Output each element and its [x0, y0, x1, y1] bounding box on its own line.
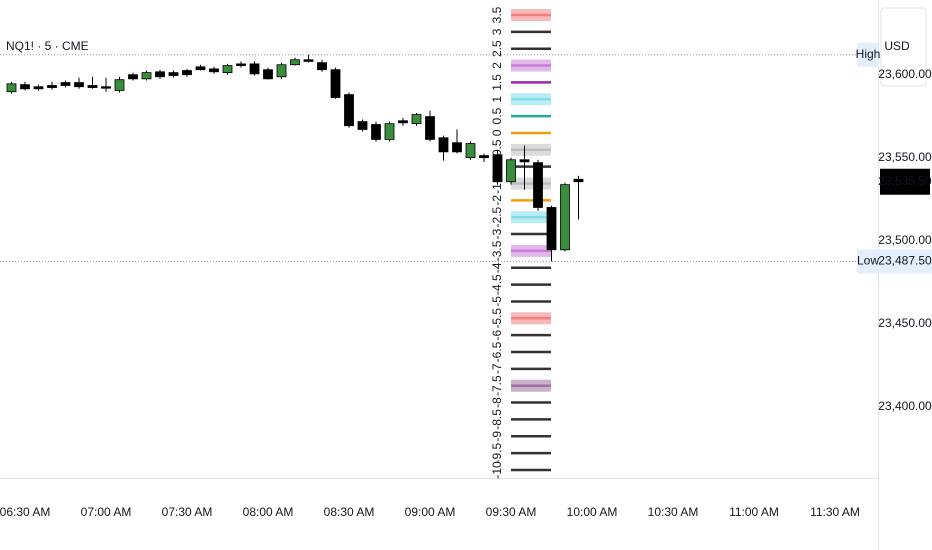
level-label: -5.5 — [490, 308, 504, 329]
candle-body — [33, 86, 44, 90]
candle-body — [560, 184, 570, 251]
candle-body — [236, 63, 246, 66]
low-value: 23,487.50 — [878, 254, 932, 268]
y-tick-label: 23,450.00 — [878, 316, 932, 330]
candle-body — [128, 74, 138, 80]
x-tick-label: 07:00 AM — [81, 505, 132, 519]
level-label: -9.5 — [490, 442, 504, 463]
last-price-label: 23,535.50 — [878, 174, 932, 188]
candle-body — [452, 142, 462, 153]
low-tag — [857, 249, 932, 274]
low-label: Low — [857, 254, 879, 268]
candle-body — [384, 123, 395, 140]
candle-body — [155, 71, 165, 78]
x-tick-label: 09:00 AM — [405, 505, 456, 519]
candle-body — [317, 62, 327, 71]
level-label: -7.5 — [490, 375, 504, 396]
level-label: -3.5 — [490, 240, 504, 261]
x-tick-label: 06:30 AM — [0, 505, 50, 519]
x-tick-label: 07:30 AM — [162, 505, 213, 519]
candle-body — [357, 121, 368, 130]
candle-body — [398, 120, 408, 124]
x-tick-label: 10:30 AM — [648, 505, 699, 519]
candle-body — [533, 162, 543, 208]
candle-body — [74, 82, 84, 88]
candle-body — [263, 69, 273, 80]
candle-body — [344, 94, 354, 127]
level-label: -4.5 — [490, 274, 504, 295]
candle-body — [141, 72, 152, 80]
candle-body — [182, 70, 192, 76]
level-label: -2.5 — [490, 207, 504, 228]
candle-body — [290, 59, 300, 66]
candle-body — [425, 116, 435, 140]
candle-body — [276, 64, 287, 78]
x-tick-label: 08:30 AM — [324, 505, 375, 519]
candle-body — [479, 155, 489, 159]
level-label: -8 — [490, 397, 504, 408]
candle-body — [330, 69, 341, 98]
level-label: 0.5 — [490, 107, 504, 124]
level-label: 0 — [490, 129, 504, 136]
high-label: High — [856, 47, 881, 61]
y-tick-label: 23,550.00 — [878, 150, 932, 164]
level-label: -9 — [490, 431, 504, 442]
candle-body — [438, 137, 449, 153]
level-label: -4 — [490, 262, 504, 273]
candle-body — [506, 159, 516, 183]
level-label: -8.5 — [490, 409, 504, 430]
level-label: 2.5 — [490, 40, 504, 57]
level-label: -6 — [490, 329, 504, 340]
candle-body — [20, 84, 30, 90]
y-tick-label: 23,500.00 — [878, 233, 932, 247]
candle-body — [371, 124, 381, 140]
symbol-label: NQ1! · 5 · CME — [6, 39, 89, 53]
candle-body — [60, 82, 71, 86]
y-tick-label: 23,600.00 — [878, 67, 932, 81]
candle-body — [47, 85, 57, 88]
candle-body — [114, 79, 125, 91]
level-label: 3.5 — [490, 6, 504, 23]
candle-body — [411, 114, 422, 125]
level-label: 2 — [490, 62, 504, 69]
candle-body — [465, 143, 476, 159]
currency-label[interactable]: USD — [884, 39, 910, 53]
candle-body — [101, 86, 111, 89]
last-price-tag — [880, 168, 930, 195]
x-tick-label: 09:30 AM — [486, 505, 537, 519]
x-tick-label: 11:30 AM — [810, 505, 860, 519]
candle-body — [492, 154, 503, 183]
level-label: -6.5 — [490, 341, 504, 362]
level-label: -7 — [490, 363, 504, 374]
candle-body — [519, 159, 530, 163]
candle-body — [195, 66, 206, 71]
candle-body — [303, 59, 314, 62]
x-tick-label: 08:00 AM — [243, 505, 294, 519]
level-label: 1 — [490, 96, 504, 103]
candle-body — [209, 68, 219, 73]
candle-body — [168, 72, 179, 76]
level-label: -2 — [490, 195, 504, 206]
candle-body — [573, 178, 584, 183]
currency-box[interactable] — [880, 7, 927, 87]
candle-body — [87, 85, 98, 88]
high-tag — [857, 42, 879, 67]
y-tick-label: 23,400.00 — [878, 399, 932, 413]
x-tick-label: 10:00 AM — [567, 505, 618, 519]
candle-body — [222, 65, 233, 74]
level-label: -5 — [490, 296, 504, 307]
level-label: -10 — [490, 461, 504, 479]
level-label: -3 — [490, 228, 504, 239]
level-label: 3 — [490, 28, 504, 35]
candle-body — [546, 207, 557, 251]
x-tick-label: 11:00 AM — [729, 505, 779, 519]
candle-body — [249, 63, 260, 75]
candle-body — [6, 83, 17, 93]
level-label: 1.5 — [490, 74, 504, 91]
